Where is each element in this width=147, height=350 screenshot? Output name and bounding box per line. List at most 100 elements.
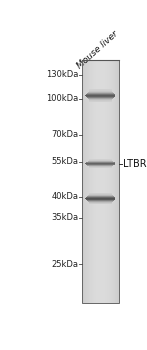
Bar — [89, 159, 112, 160]
Bar — [87, 165, 113, 166]
Bar — [89, 166, 112, 167]
Bar — [85, 95, 115, 96]
Text: 40kDa: 40kDa — [51, 193, 78, 202]
Bar — [89, 167, 112, 168]
Bar — [86, 199, 115, 200]
Bar — [103, 60, 104, 303]
Bar — [84, 60, 85, 303]
Bar — [89, 203, 112, 204]
Text: 70kDa: 70kDa — [51, 131, 78, 140]
Text: 55kDa: 55kDa — [51, 158, 78, 167]
Text: LTBR: LTBR — [123, 159, 147, 169]
Bar — [83, 60, 84, 303]
Bar — [89, 167, 112, 168]
Bar — [86, 197, 115, 198]
Bar — [86, 163, 115, 164]
Bar — [86, 95, 115, 96]
Bar — [95, 60, 96, 303]
Bar — [89, 202, 112, 203]
Bar — [86, 197, 115, 198]
Bar — [90, 60, 91, 303]
Bar — [88, 166, 112, 167]
Bar — [116, 60, 117, 303]
Bar — [89, 90, 112, 91]
Bar — [87, 200, 114, 201]
Bar — [99, 60, 100, 303]
Bar — [89, 160, 112, 161]
Bar — [104, 60, 105, 303]
Bar — [88, 99, 112, 100]
Bar — [108, 60, 109, 303]
Bar — [89, 166, 112, 167]
Bar — [89, 91, 112, 92]
Bar — [110, 60, 111, 303]
Bar — [93, 60, 94, 303]
Bar — [89, 91, 112, 92]
Text: 35kDa: 35kDa — [51, 213, 78, 222]
Bar — [88, 161, 113, 162]
Bar — [85, 198, 115, 199]
Bar — [86, 94, 114, 95]
Bar — [115, 60, 116, 303]
Bar — [88, 161, 113, 162]
Bar — [89, 194, 112, 195]
Bar — [86, 94, 115, 95]
Bar — [87, 165, 113, 166]
Bar — [89, 99, 112, 100]
Bar — [97, 60, 98, 303]
Bar — [92, 60, 93, 303]
Bar — [95, 60, 96, 303]
Bar — [88, 98, 113, 99]
Bar — [89, 100, 112, 101]
Bar — [86, 95, 115, 96]
Bar — [89, 202, 112, 203]
Bar — [110, 60, 111, 303]
Bar — [87, 93, 114, 94]
Bar — [109, 60, 110, 303]
Bar — [88, 161, 113, 162]
Bar — [102, 60, 103, 303]
Bar — [88, 195, 113, 196]
Bar — [89, 203, 112, 204]
Bar — [111, 60, 112, 303]
Bar — [87, 200, 114, 201]
Bar — [89, 193, 112, 194]
Bar — [87, 196, 113, 197]
Bar — [88, 92, 113, 93]
Bar — [117, 60, 118, 303]
Bar — [89, 194, 112, 195]
Bar — [82, 60, 83, 303]
Bar — [89, 159, 112, 160]
Bar — [87, 164, 114, 165]
Bar — [89, 90, 112, 91]
Bar — [83, 60, 84, 303]
Bar — [88, 60, 89, 303]
Bar — [86, 164, 114, 165]
Text: 100kDa: 100kDa — [46, 94, 78, 103]
Bar — [89, 167, 112, 168]
Bar — [87, 200, 114, 201]
Bar — [89, 60, 90, 303]
Bar — [91, 60, 92, 303]
Bar — [107, 60, 108, 303]
Bar — [88, 195, 112, 196]
Bar — [85, 163, 115, 164]
Bar — [89, 100, 112, 101]
Bar — [89, 193, 112, 194]
Bar — [87, 97, 114, 98]
Bar — [84, 60, 85, 303]
Bar — [87, 162, 114, 163]
Bar — [113, 60, 114, 303]
Bar — [89, 160, 112, 161]
Bar — [87, 93, 114, 94]
Bar — [86, 94, 115, 95]
Text: 25kDa: 25kDa — [51, 260, 78, 269]
Bar — [106, 60, 107, 303]
Bar — [86, 96, 115, 97]
Bar — [90, 60, 91, 303]
Bar — [112, 60, 113, 303]
Bar — [85, 198, 115, 199]
Bar — [86, 96, 115, 97]
Bar — [86, 197, 115, 198]
Bar — [86, 199, 115, 200]
